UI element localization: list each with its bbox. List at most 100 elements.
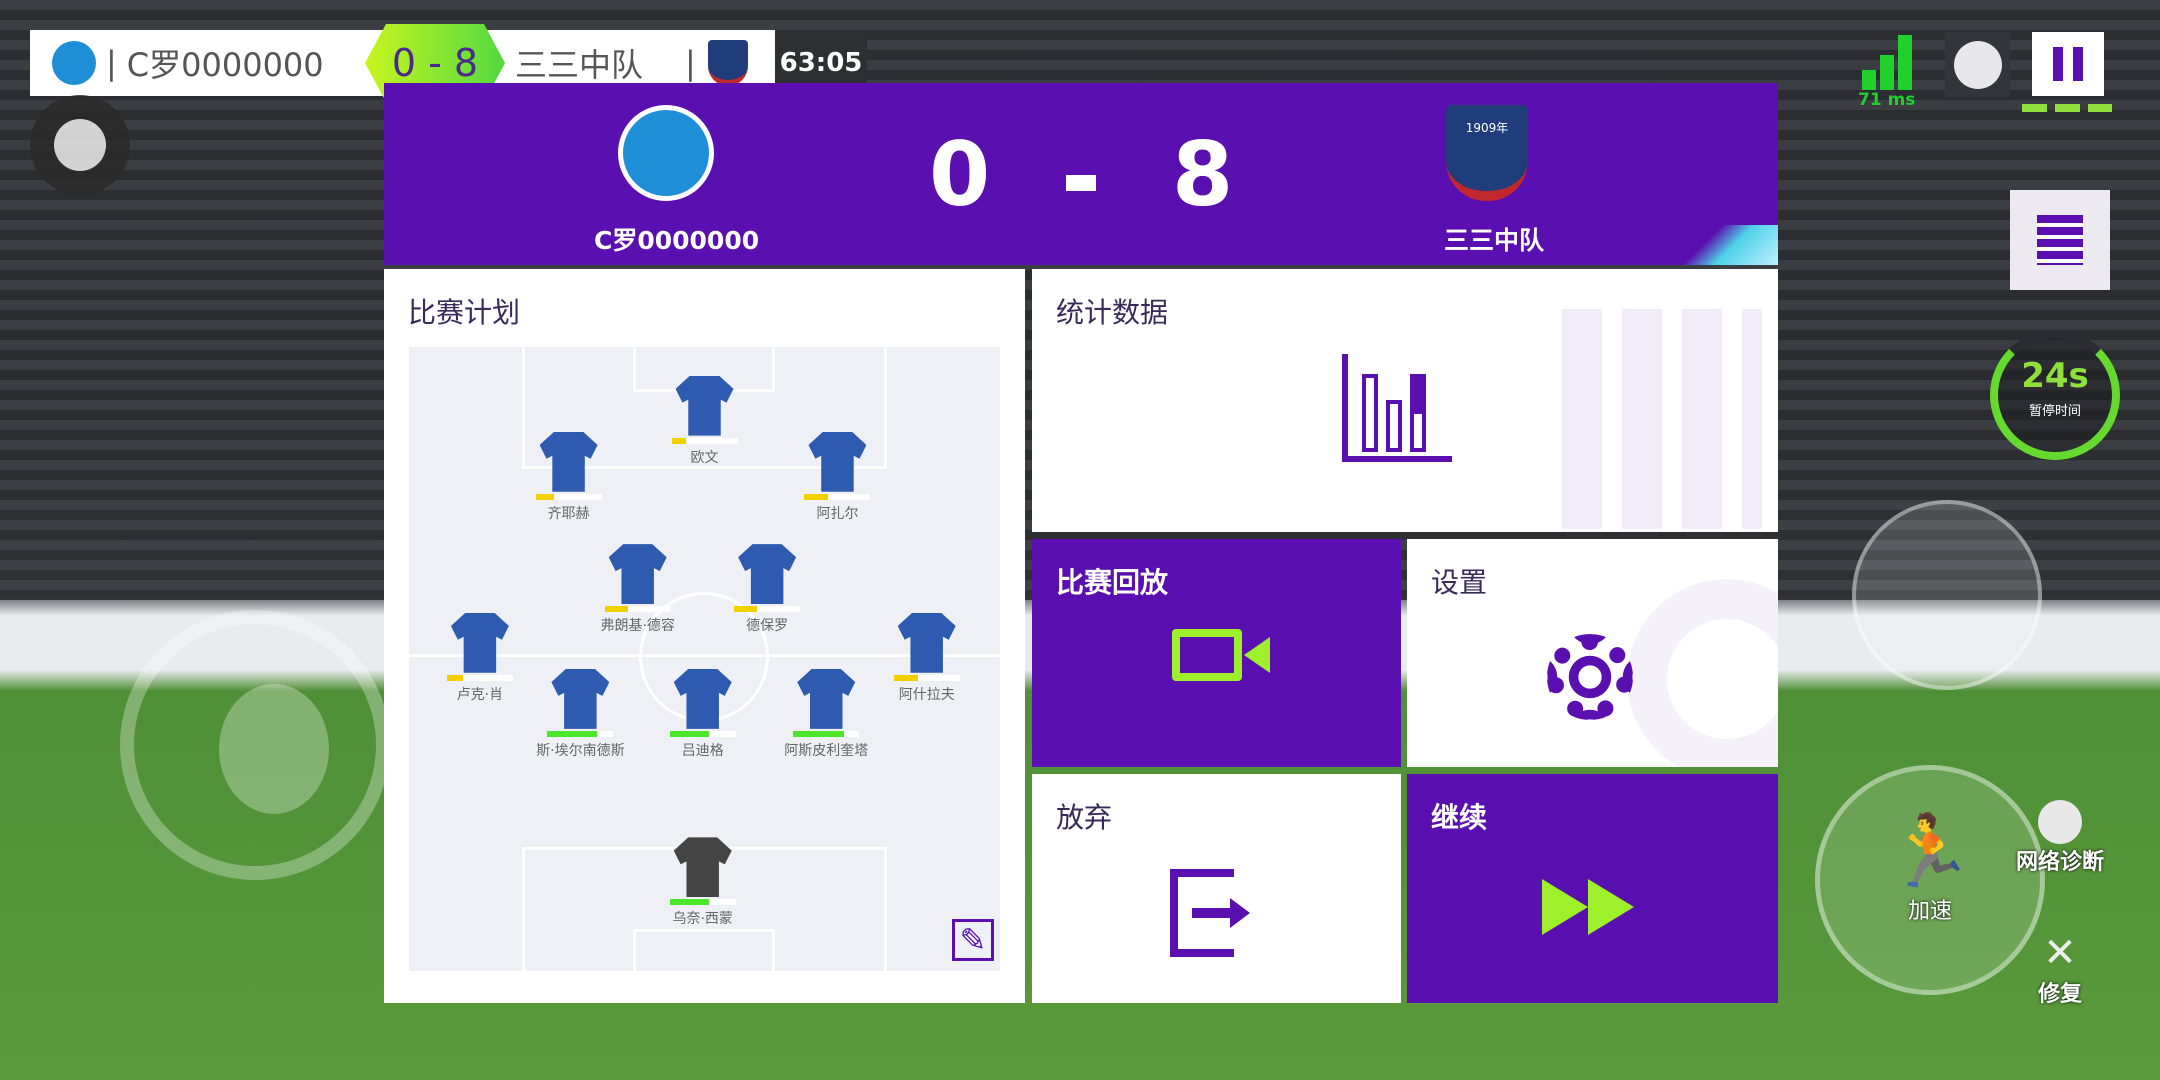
jersey-icon xyxy=(675,375,734,436)
stamina-bar xyxy=(547,730,614,737)
match-plan-title: 比赛计划 xyxy=(408,296,521,329)
player-slot[interactable]: 齐耶赫 xyxy=(509,431,629,523)
away-crest-icon xyxy=(708,40,748,86)
away-team-name: 三三中队 xyxy=(515,46,644,84)
record-dot-icon xyxy=(54,119,106,171)
sprint-label: 加速 xyxy=(1907,899,1952,924)
jersey-icon xyxy=(738,544,797,605)
player-name: 乌奈·西蒙 xyxy=(672,911,733,928)
match-header: C罗0000000 0 8 1909年 三三中队 xyxy=(384,83,1778,265)
player-name: 阿斯皮利奎塔 xyxy=(784,742,869,759)
ping-text: 71 ms xyxy=(1858,90,1916,110)
pause-count-indicator xyxy=(2022,104,2112,112)
replay-button[interactable]: 比赛回放 xyxy=(1032,539,1401,767)
player-slot[interactable]: 阿斯皮利奎塔 xyxy=(766,668,886,760)
video-camera-icon xyxy=(1172,629,1242,681)
player-slot[interactable]: 乌奈·西蒙 xyxy=(643,837,763,928)
fast-forward-icon xyxy=(1542,879,1634,935)
player-name: 斯·埃尔南德斯 xyxy=(536,742,625,759)
replay-title: 比赛回放 xyxy=(1056,566,1169,599)
stamina-bar xyxy=(446,674,513,681)
home-crest-icon xyxy=(618,105,714,201)
bar-chart-icon xyxy=(1342,354,1452,462)
home-crest-icon xyxy=(52,41,96,85)
away-score: 8 xyxy=(1172,123,1234,226)
player-name: 齐耶赫 xyxy=(547,505,590,522)
tactics-button[interactable] xyxy=(2010,190,2110,290)
statistics-button[interactable]: 统计数据 xyxy=(1032,269,1778,532)
score-separator xyxy=(1066,175,1096,191)
sprint-button[interactable]: 🏃 加速 xyxy=(1815,765,2045,995)
player-name: 卢克·肖 xyxy=(456,686,504,703)
continue-button[interactable]: 继续 xyxy=(1407,774,1778,1003)
network-label: 网络诊断 xyxy=(2015,850,2104,875)
network-diagnosis-button[interactable]: 网络诊断 xyxy=(2005,800,2115,876)
scoreboard: | C罗0000000 0 - 8 三三中队 | xyxy=(30,24,775,102)
jersey-icon xyxy=(673,837,732,898)
abandon-button[interactable]: 放弃 xyxy=(1032,774,1401,1003)
player-slot[interactable]: 德保罗 xyxy=(707,544,827,635)
match-plan-card[interactable]: 比赛计划 欧文齐耶赫 阿扎尔弗朗基·德容 德保罗卢克·肖 阿什拉夫斯·埃尔南德斯 吕迪格… xyxy=(384,269,1025,1003)
score-text: 0 - 8 xyxy=(391,41,479,85)
formation-pitch: 欧文齐耶赫 阿扎尔弗朗基·德容 德保罗卢克·肖 阿什拉夫斯·埃尔南德斯 吕迪格 阿斯皮利奎… xyxy=(409,347,1000,971)
stamina-bar xyxy=(734,606,801,613)
joystick-button[interactable] xyxy=(30,95,130,195)
wrench-icon: ✕ xyxy=(2043,930,2077,976)
player-slot[interactable]: 吕迪格 xyxy=(643,668,763,760)
gear-icon xyxy=(1547,634,1633,720)
edit-formation-button[interactable]: ✎ xyxy=(952,919,994,961)
player-name: 欧文 xyxy=(690,449,719,466)
away-crest-icon: 1909年 xyxy=(1446,105,1528,201)
notepad-warning-icon xyxy=(2037,215,2083,265)
repair-button[interactable]: ✕ 修复 xyxy=(2005,930,2115,1008)
abandon-title: 放弃 xyxy=(1056,801,1113,834)
emoji-button[interactable] xyxy=(1945,32,2010,97)
home-team-name: C罗0000000 xyxy=(594,226,760,255)
stamina-bar xyxy=(793,730,860,737)
player-slot[interactable]: 弗朗基·德容 xyxy=(578,544,698,635)
player-slot[interactable]: 阿什拉夫 xyxy=(867,612,987,704)
exit-icon xyxy=(1170,869,1234,957)
continue-title: 继续 xyxy=(1431,801,1488,834)
smiley-icon xyxy=(1953,40,2002,89)
pause-menu: C罗0000000 0 8 1909年 三三中队 比赛计划 欧文齐耶赫 阿扎尔弗朗… xyxy=(384,83,1778,1003)
settings-title: 设置 xyxy=(1431,566,1488,599)
pause-timer: 24s 暂停时间 xyxy=(1990,330,2120,460)
jersey-icon xyxy=(551,668,610,729)
away-badge-text: 1909年 xyxy=(1465,121,1509,135)
player-name: 弗朗基·德容 xyxy=(600,618,675,635)
jersey-icon xyxy=(897,612,956,673)
stamina-bar xyxy=(804,493,871,500)
stamina-bar xyxy=(535,493,602,500)
player-name: 德保罗 xyxy=(746,618,789,635)
player-name: 阿扎尔 xyxy=(816,505,859,522)
player-slot[interactable]: 阿扎尔 xyxy=(777,431,897,523)
pause-timer-value: 24s xyxy=(2021,356,2089,396)
player-slot[interactable]: 卢克·肖 xyxy=(420,612,540,704)
stamina-bar xyxy=(893,674,960,681)
stamina-bar xyxy=(604,606,671,613)
tackle-button[interactable] xyxy=(1852,500,2042,690)
pause-button[interactable] xyxy=(2032,32,2104,96)
player-slot[interactable]: 斯·埃尔南德斯 xyxy=(520,668,640,760)
player-name: 阿什拉夫 xyxy=(898,686,955,703)
signal-strength-icon xyxy=(1857,30,1917,90)
settings-button[interactable]: 设置 xyxy=(1407,539,1778,767)
pause-timer-label: 暂停时间 xyxy=(2028,404,2081,419)
home-score: 0 xyxy=(929,123,991,226)
player-slot[interactable]: 欧文 xyxy=(645,375,765,467)
pencil-icon: ✎ xyxy=(959,921,987,959)
home-team-name: C罗0000000 xyxy=(126,46,324,84)
globe-search-icon xyxy=(2038,800,2082,844)
jersey-icon xyxy=(539,431,598,492)
pause-icon xyxy=(2053,47,2083,81)
stamina-bar xyxy=(671,437,738,444)
stamina-bar xyxy=(669,899,736,906)
statistics-title: 统计数据 xyxy=(1056,296,1169,329)
runner-icon: 🏃 xyxy=(1886,810,1974,892)
jersey-icon xyxy=(797,668,856,729)
player-name: 吕迪格 xyxy=(681,742,724,759)
away-team-name: 三三中队 xyxy=(1444,226,1545,255)
movement-joystick[interactable] xyxy=(120,610,390,880)
jersey-icon xyxy=(808,431,867,492)
